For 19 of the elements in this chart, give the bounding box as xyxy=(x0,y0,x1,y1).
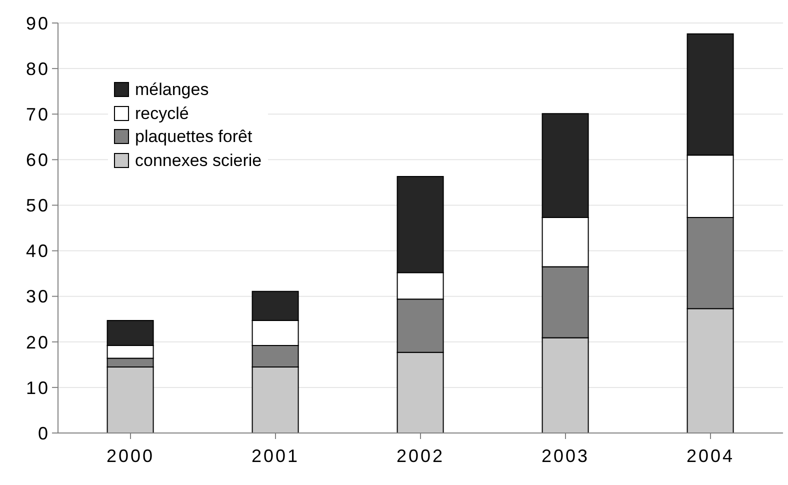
y-tick-label: 80 xyxy=(26,58,50,79)
legend-label: plaquettes forêt xyxy=(135,126,252,148)
x-tick-label: 2000 xyxy=(106,446,155,466)
y-tick-label: 20 xyxy=(26,332,50,352)
y-tick-label: 0 xyxy=(38,423,50,444)
y-tick-label: 10 xyxy=(26,378,50,398)
y-tick-label: 70 xyxy=(26,104,50,124)
legend-label: connexes scierie xyxy=(135,150,262,172)
x-tick-label: 2001 xyxy=(251,446,300,466)
x-tick-label: 2002 xyxy=(396,446,445,466)
y-tick-label: 40 xyxy=(26,241,50,262)
x-tick-label: 2004 xyxy=(686,446,735,466)
y-tick-label: 30 xyxy=(26,286,50,307)
y-tick-label: 50 xyxy=(26,196,50,216)
x-tick-label: 2003 xyxy=(541,446,590,466)
legend-label: mélanges xyxy=(135,79,209,101)
y-tick-label: 60 xyxy=(26,150,50,170)
legend-label: recyclé xyxy=(135,102,189,124)
y-tick-label: 90 xyxy=(26,13,50,34)
